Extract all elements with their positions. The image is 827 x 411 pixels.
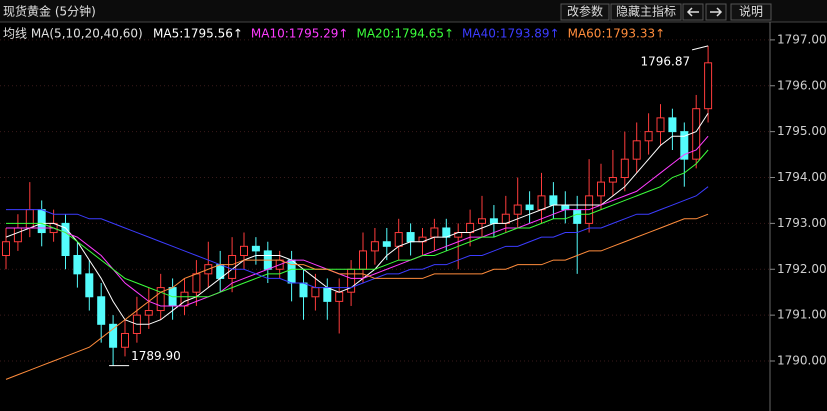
button-label[interactable]: 隐藏主指标	[616, 4, 676, 19]
candle-body	[406, 232, 415, 243]
y-tick-label: 1795.00	[777, 124, 827, 138]
candle-body	[144, 310, 153, 316]
candle-body	[537, 195, 546, 211]
legend-entry: MA40:1793.89↑	[462, 27, 560, 41]
candle-body	[299, 282, 308, 298]
candle-body	[335, 291, 344, 302]
candle-body	[382, 241, 391, 247]
y-tick-label: 1792.00	[777, 262, 827, 276]
candle-body	[85, 273, 94, 298]
legend-entry: MA10:1795.29↑	[251, 27, 349, 41]
candle-body	[61, 222, 70, 256]
ma-line	[6, 135, 709, 307]
button[interactable]	[730, 3, 772, 21]
candle-body	[37, 209, 46, 234]
chart-title: 现货黄金 (5分钟)	[3, 4, 96, 19]
candle-body	[644, 131, 653, 142]
candle-body	[359, 250, 367, 270]
legend: MA5:1795.56↑ MA10:1795.29↑ MA20:1794.65↑ MA…	[153, 27, 665, 41]
candle-body	[311, 287, 320, 298]
legend-entry: MA60:1793.33↑	[568, 27, 666, 41]
candle-body	[620, 158, 629, 179]
candle-body	[680, 131, 689, 160]
candle-body	[370, 241, 379, 252]
y-tick-label: 1790.00	[777, 354, 827, 368]
button[interactable]	[560, 3, 610, 21]
ma-line	[6, 149, 709, 298]
ma-line	[5, 213, 709, 380]
indicator-label: 均线 MA(5,10,20,40,60)	[3, 27, 143, 41]
candle-body	[608, 177, 617, 183]
candle-body	[97, 296, 106, 325]
annotation-leader	[691, 45, 709, 51]
candle-body	[251, 245, 260, 252]
candle-body	[121, 332, 129, 348]
arrow-left-icon	[686, 7, 699, 17]
y-tick-label: 1797.00	[777, 32, 827, 46]
candle-body	[668, 117, 677, 133]
candle-body	[240, 245, 248, 256]
annotation-label: 1789.90	[131, 349, 181, 363]
candle-body	[430, 227, 439, 238]
button-label[interactable]: 说明	[739, 4, 763, 19]
candle-body	[180, 291, 189, 307]
candle-body	[73, 254, 82, 275]
button-label[interactable]: 改参数	[567, 4, 603, 19]
y-tick-label: 1791.00	[777, 308, 827, 322]
candle-body	[525, 204, 534, 211]
candle-body	[489, 218, 498, 224]
candle-body	[25, 209, 34, 229]
ma-line	[5, 113, 709, 325]
legend-entry: MA20:1794.65↑	[356, 27, 454, 41]
y-tick-label: 1794.00	[777, 170, 827, 184]
button[interactable]	[610, 3, 682, 21]
candle-body	[2, 241, 10, 256]
candle-body	[704, 62, 713, 110]
candle-body	[632, 140, 641, 160]
y-tick-label: 1796.00	[777, 78, 827, 92]
arrow-right-icon	[710, 7, 723, 17]
candle-body	[109, 323, 118, 348]
candle-body	[394, 232, 403, 247]
candle-body	[478, 218, 486, 224]
candle-body	[323, 287, 332, 302]
y-tick-label: 1793.00	[777, 216, 827, 230]
candle-body	[13, 227, 22, 243]
legend-entry: MA5:1795.56↑	[153, 27, 243, 41]
candle-body	[513, 204, 522, 215]
candle-body	[549, 195, 558, 206]
candle-body	[561, 204, 570, 211]
candle-body	[192, 273, 201, 293]
candle-body	[573, 209, 582, 224]
candle-body	[656, 117, 665, 133]
candle-body	[156, 287, 165, 312]
candle-body	[692, 108, 701, 160]
ma-line	[6, 186, 709, 289]
annotation-label: 1796.87	[640, 54, 690, 68]
candle-body	[597, 181, 605, 197]
